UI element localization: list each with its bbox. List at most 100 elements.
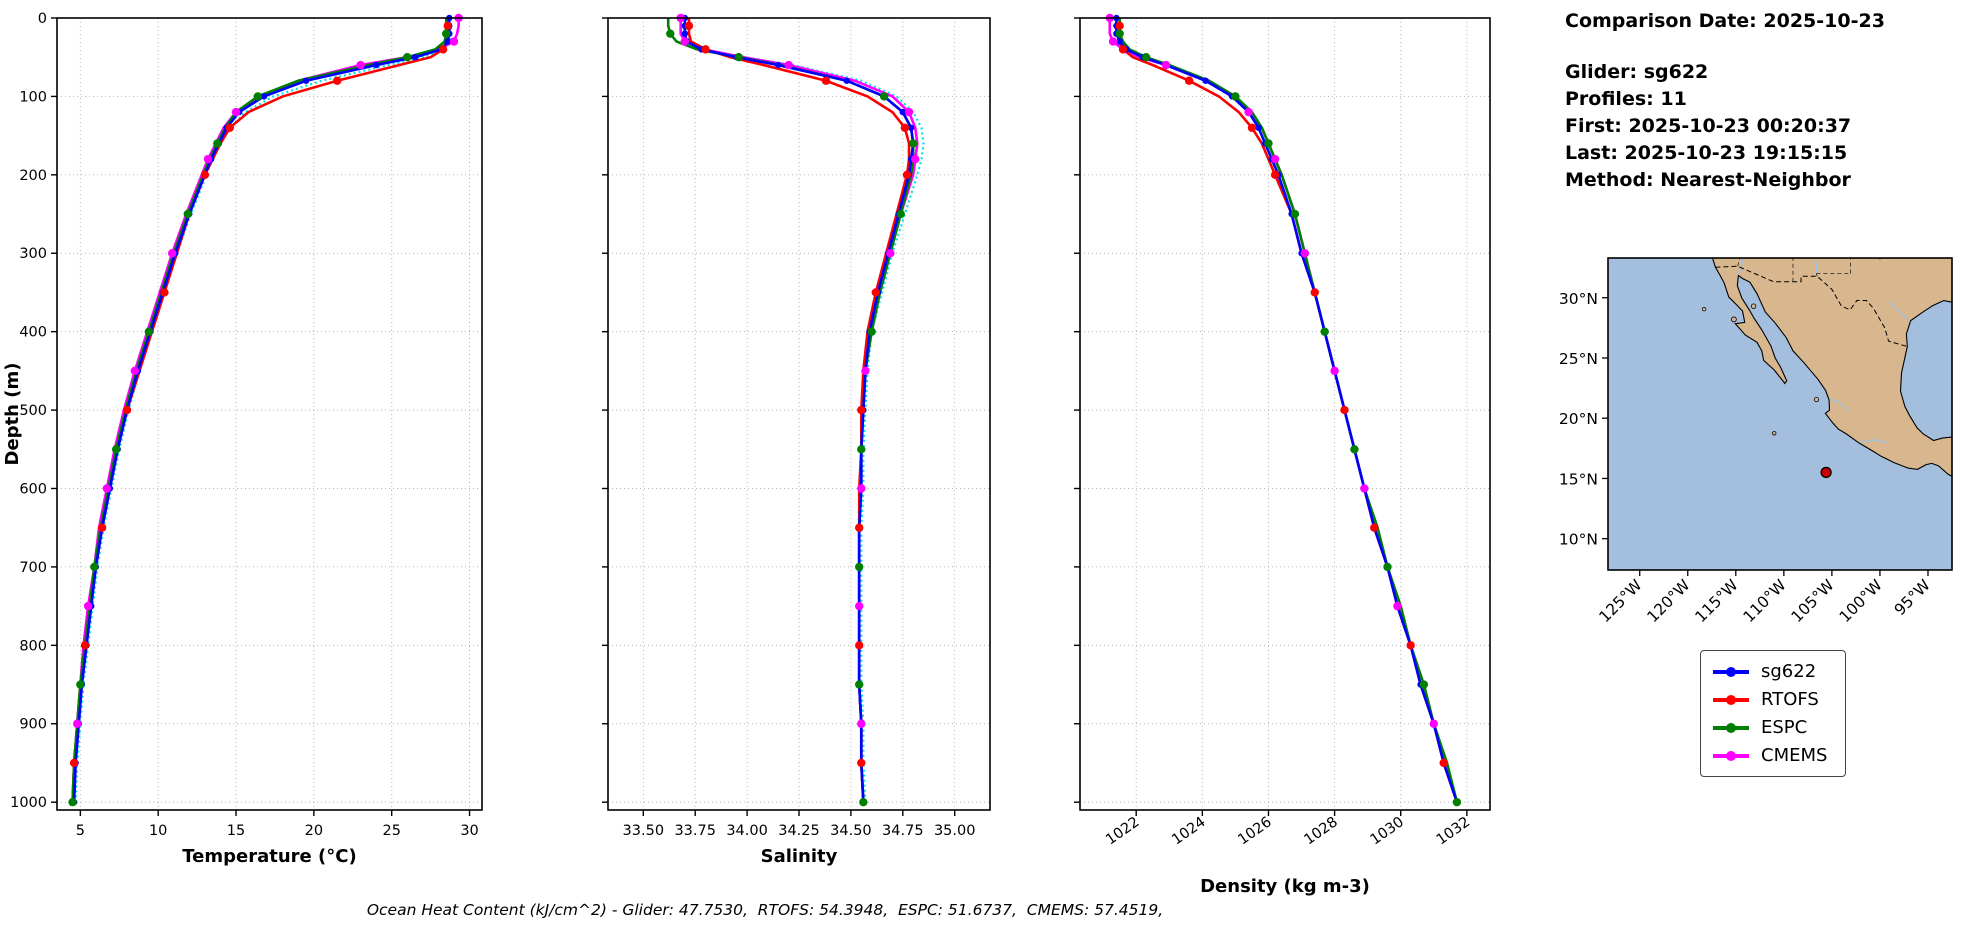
series-marker-CMEMS — [857, 484, 866, 493]
y-tick-label: 800 — [19, 638, 47, 654]
x-axis-label: Temperature (°C) — [182, 846, 356, 867]
series-marker-ESPC — [1350, 445, 1359, 454]
profiles-count-text: Profiles: 11 — [1565, 88, 1687, 110]
y-tick-label: 900 — [19, 717, 47, 733]
series-marker-RTOFS — [1340, 405, 1349, 415]
series-marker-CMEMS — [911, 154, 920, 164]
series-marker-ESPC — [896, 209, 905, 219]
series-marker-RTOFS — [684, 21, 694, 31]
legend-item-sg622: sg622 — [1713, 661, 1827, 682]
series-marker-RTOFS — [160, 288, 169, 297]
series-marker-ESPC — [90, 562, 99, 572]
series-marker-ESPC — [76, 680, 85, 689]
series-marker-RTOFS — [1184, 76, 1194, 85]
map-lon-label: 125°W — [1596, 576, 1646, 626]
x-tick-label: 1032 — [1434, 814, 1473, 848]
island — [1701, 306, 1707, 312]
legend-item-ESPC: ESPC — [1713, 717, 1827, 738]
x-tick-label: 34.75 — [882, 823, 924, 839]
series-marker-RTOFS — [1270, 170, 1280, 180]
x-tick-label: 10 — [149, 823, 167, 839]
x-tick-label: 1028 — [1301, 814, 1340, 848]
series-marker-CMEMS — [680, 37, 690, 46]
series-marker-CMEMS — [1393, 601, 1402, 611]
island — [1772, 431, 1777, 436]
chart-svg: 5 10 15 20 25 3001002003004005006007008009001… — [2, 11, 483, 867]
river-line — [1829, 398, 1850, 412]
series-marker-RTOFS — [1439, 758, 1448, 768]
legend-label: sg622 — [1761, 661, 1817, 682]
series-marker-CMEMS — [449, 37, 459, 46]
series-marker-sg622 — [907, 124, 915, 131]
x-tick-label: 33.50 — [623, 823, 665, 839]
series-marker-RTOFS — [855, 523, 864, 532]
series-marker-ESPC — [734, 53, 743, 62]
series-marker-RTOFS — [701, 45, 710, 54]
series-marker-ESPC — [1115, 29, 1124, 38]
series-marker-RTOFS — [821, 76, 831, 85]
series-marker-sg622 — [681, 30, 689, 37]
legend-dot — [1726, 666, 1736, 677]
map-svg: 30°N 25°N 20°N 15°N 10°N 125°W120°W115°W110°W… — [1559, 257, 1953, 626]
state-border — [1815, 273, 1818, 277]
series-marker-CMEMS — [83, 601, 93, 611]
series-marker-CMEMS — [1429, 719, 1438, 728]
series-marker-ESPC — [879, 92, 889, 101]
series-marker-RTOFS — [200, 170, 210, 180]
x-tick-label: 34.25 — [778, 823, 820, 839]
x-tick-label: 5 — [76, 823, 85, 839]
series-marker-sg622 — [444, 38, 451, 45]
series-marker-RTOFS — [1247, 123, 1257, 132]
map-lon-label: 120°W — [1644, 576, 1694, 626]
series-marker-RTOFS — [855, 641, 864, 650]
x-tick-label: 34.00 — [726, 823, 768, 839]
river-line — [1815, 258, 1818, 277]
series-marker-ESPC — [1141, 53, 1151, 62]
series-marker-CMEMS — [356, 60, 365, 70]
map-lat-label: 10°N — [1559, 531, 1598, 549]
river-line — [1859, 439, 1887, 443]
series-marker-CMEMS — [904, 107, 914, 117]
series-line-ESPC — [71, 18, 448, 803]
first-profile-time-text: First: 2025-10-23 00:20:37 — [1565, 115, 1852, 137]
series-marker-RTOFS — [122, 405, 132, 415]
y-tick-label: 400 — [19, 325, 47, 341]
series-marker-sg622 — [1255, 124, 1262, 131]
series-marker-ESPC — [253, 92, 263, 101]
series-marker-RTOFS — [900, 123, 910, 132]
x-tick-label: 15 — [227, 823, 245, 839]
x-tick-label: 1030 — [1368, 814, 1407, 848]
series-marker-ESPC — [213, 139, 222, 148]
series-marker-ESPC — [867, 327, 876, 336]
series-marker-CMEMS — [855, 601, 864, 611]
map-lon-label: 95°W — [1891, 576, 1934, 619]
series-marker-CMEMS — [857, 719, 866, 728]
series-line-glider-profiles — [74, 18, 452, 803]
island — [1813, 396, 1820, 403]
series-marker-ESPC — [857, 445, 866, 454]
series-marker-ESPC — [111, 445, 121, 454]
legend-label: RTOFS — [1761, 689, 1819, 710]
series-marker-ESPC — [1383, 562, 1392, 572]
series-marker-sg622 — [411, 54, 419, 61]
y-tick-label: 300 — [19, 246, 47, 262]
series-marker-ESPC — [1290, 209, 1300, 219]
series-marker-ESPC — [68, 797, 77, 807]
location-map: 30°N 25°N 20°N 15°N 10°N 125°W 120°W 115°W 110°W… — [1558, 246, 1978, 680]
series-marker-RTOFS — [871, 288, 881, 297]
y-tick-label: 100 — [19, 89, 47, 105]
island — [1730, 316, 1737, 323]
x-axis-label: Density (kg m-3) — [1200, 876, 1370, 897]
land-polygon — [1711, 258, 1952, 477]
legend-line-marker — [1713, 666, 1749, 677]
comparison-date-text: Comparison Date: 2025-10-23 — [1565, 10, 1885, 32]
series-marker-ESPC — [183, 209, 192, 219]
series-marker-sg622 — [260, 93, 268, 100]
series-marker-CMEMS — [130, 366, 140, 376]
series-line-sg622 — [1115, 18, 1459, 803]
salinity-profile-chart: 33.50 33.75 34.00 34.25 34.50 34.75 35.00 Salin… — [530, 0, 1000, 934]
state-border — [1737, 258, 1741, 267]
island — [1750, 303, 1757, 309]
density-profile-chart: 1022 1024 1026 1028 1030 1032 Density (kg m-3) — [1005, 0, 1505, 934]
series-marker-CMEMS — [1360, 484, 1369, 493]
